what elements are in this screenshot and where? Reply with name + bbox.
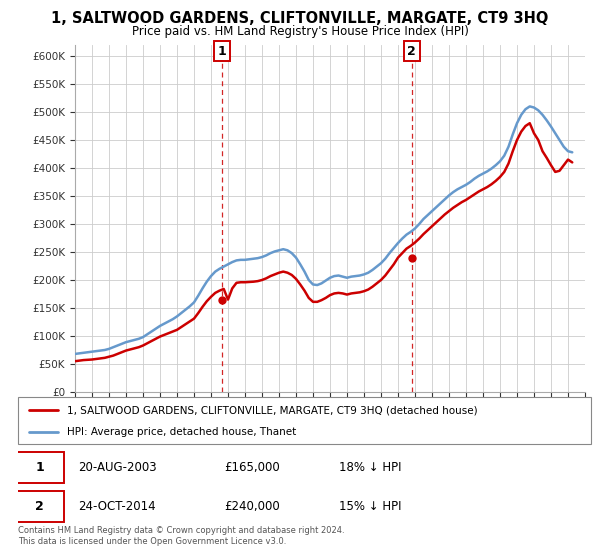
Text: HPI: Average price, detached house, Thanet: HPI: Average price, detached house, Than…: [67, 427, 296, 437]
Text: 15% ↓ HPI: 15% ↓ HPI: [339, 500, 401, 513]
Text: 1, SALTWOOD GARDENS, CLIFTONVILLE, MARGATE, CT9 3HQ: 1, SALTWOOD GARDENS, CLIFTONVILLE, MARGA…: [52, 11, 548, 26]
Text: 1: 1: [35, 461, 44, 474]
Text: 18% ↓ HPI: 18% ↓ HPI: [339, 461, 401, 474]
Text: 24-OCT-2014: 24-OCT-2014: [78, 500, 156, 513]
Text: 2: 2: [407, 45, 416, 58]
FancyBboxPatch shape: [15, 452, 64, 483]
Text: 1, SALTWOOD GARDENS, CLIFTONVILLE, MARGATE, CT9 3HQ (detached house): 1, SALTWOOD GARDENS, CLIFTONVILLE, MARGA…: [67, 405, 478, 415]
Text: Contains HM Land Registry data © Crown copyright and database right 2024.
This d: Contains HM Land Registry data © Crown c…: [18, 526, 344, 546]
Text: £165,000: £165,000: [224, 461, 280, 474]
Text: £240,000: £240,000: [224, 500, 280, 513]
Text: Price paid vs. HM Land Registry's House Price Index (HPI): Price paid vs. HM Land Registry's House …: [131, 25, 469, 38]
FancyBboxPatch shape: [18, 397, 591, 444]
Text: 20-AUG-2003: 20-AUG-2003: [78, 461, 157, 474]
Text: 2: 2: [35, 500, 44, 513]
Text: 1: 1: [218, 45, 226, 58]
FancyBboxPatch shape: [15, 491, 64, 522]
